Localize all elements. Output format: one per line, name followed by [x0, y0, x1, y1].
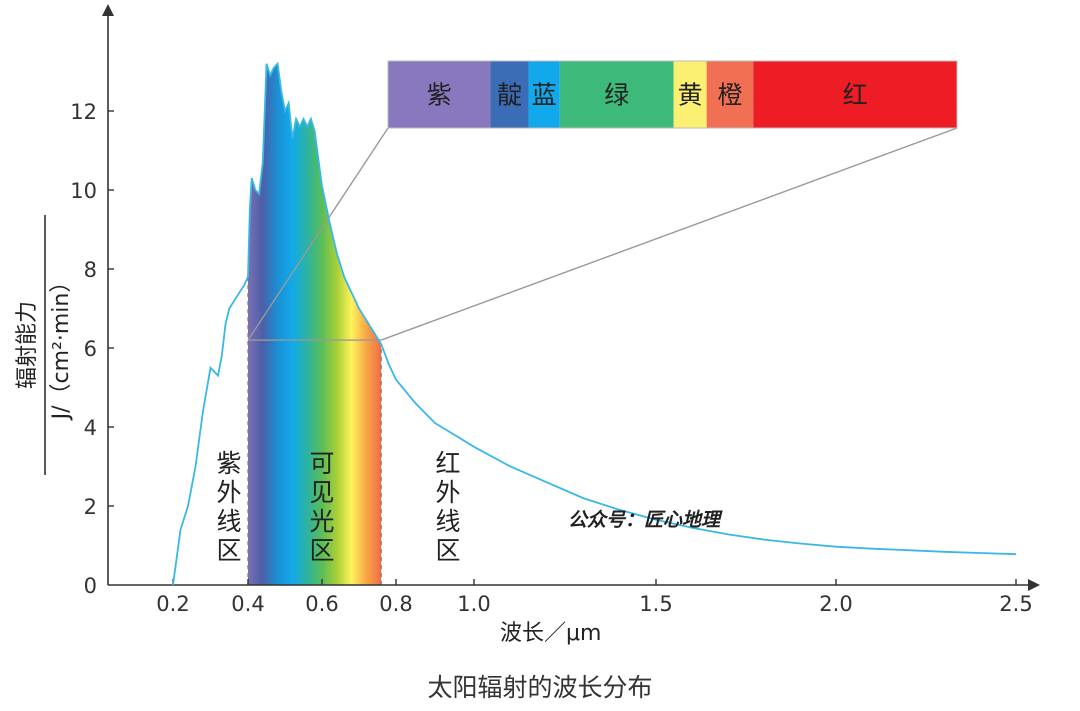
band-label: 靛 — [497, 81, 522, 110]
band-border — [387, 60, 958, 129]
radiation-curve — [172, 61, 1017, 586]
radiation-curve-line — [172, 61, 1017, 586]
region-label-char: 可 — [309, 449, 334, 478]
region-label-char: 区 — [309, 536, 334, 565]
y-tick-label: 4 — [84, 416, 97, 440]
band-label: 绿 — [604, 81, 629, 110]
region-label-char: 外 — [435, 478, 460, 507]
y-tick-label: 6 — [84, 337, 97, 361]
region-label-char: 线 — [435, 507, 460, 536]
band-segment — [753, 61, 957, 128]
x-tick-label: 0.8 — [379, 592, 412, 616]
visible-spectrum-area — [247, 63, 382, 586]
axes — [102, 4, 1040, 591]
x-axis-title: 波长／μm — [500, 621, 601, 646]
region-label-char: 区 — [216, 536, 241, 565]
y-tick-label: 12 — [70, 100, 97, 124]
x-tick-label: 0.6 — [305, 592, 338, 616]
band-label: 橙 — [717, 81, 742, 110]
x-tick-label: 2.0 — [819, 592, 852, 616]
band-segment — [559, 61, 674, 128]
region-label-char: 光 — [309, 507, 334, 536]
region-label-char: 红 — [435, 449, 460, 478]
y-axis-title-top: 辐射能力 — [15, 301, 40, 389]
x-tick-label: 1.0 — [457, 592, 490, 616]
region-label-char: 外 — [216, 478, 241, 507]
band-label: 黄 — [678, 81, 703, 110]
band-segment — [706, 61, 754, 128]
x-tick-label: 0.2 — [156, 592, 189, 616]
y-tick-label: 10 — [70, 179, 97, 203]
y-tick-label: 0 — [84, 574, 97, 598]
visible-light-band-bar: 紫 靛蓝 绿 黄橙 红 — [387, 60, 958, 129]
band-segment — [490, 61, 529, 128]
axis-titles: 波长／μm 辐射能力 J/（cm²·min） 公众号：匠心地理 — [15, 215, 723, 646]
band-label: 蓝 — [532, 81, 557, 110]
y-axis-arrow — [102, 4, 114, 16]
y-tick-label: 8 — [84, 258, 97, 282]
region-label-char: 区 — [435, 536, 460, 565]
x-tick-label: 0.4 — [231, 592, 264, 616]
band-label: 红 — [843, 81, 868, 110]
x-tick-label: 1.5 — [639, 592, 672, 616]
zoom-line-right — [380, 127, 958, 341]
x-axis-arrow — [1028, 579, 1040, 591]
watermark-text: 公众号：匠心地理 — [568, 509, 723, 531]
zoom-line-left — [247, 127, 389, 341]
band-label: 紫 — [427, 81, 452, 110]
band-segment — [673, 61, 707, 128]
region-label-char: 线 — [216, 507, 241, 536]
band-segment — [388, 61, 491, 128]
x-tick-label: 2.5 — [999, 592, 1032, 616]
band-segment — [528, 61, 560, 128]
zoom-lines — [247, 127, 958, 341]
chart-title: 太阳辐射的波长分布 — [427, 673, 653, 702]
y-axis-title-bottom: J/（cm²·min） — [49, 271, 74, 422]
tick-labels: 0.2 0.4 0.6 0.8 1.0 1.5 2.0 2.5 0 2 4 6 8 10 12 — [70, 100, 1032, 616]
region-label-char: 见 — [309, 478, 334, 507]
region-label-char: 紫 — [216, 449, 241, 478]
y-tick-label: 2 — [84, 495, 97, 519]
visible-spectrum-fill — [248, 63, 382, 586]
